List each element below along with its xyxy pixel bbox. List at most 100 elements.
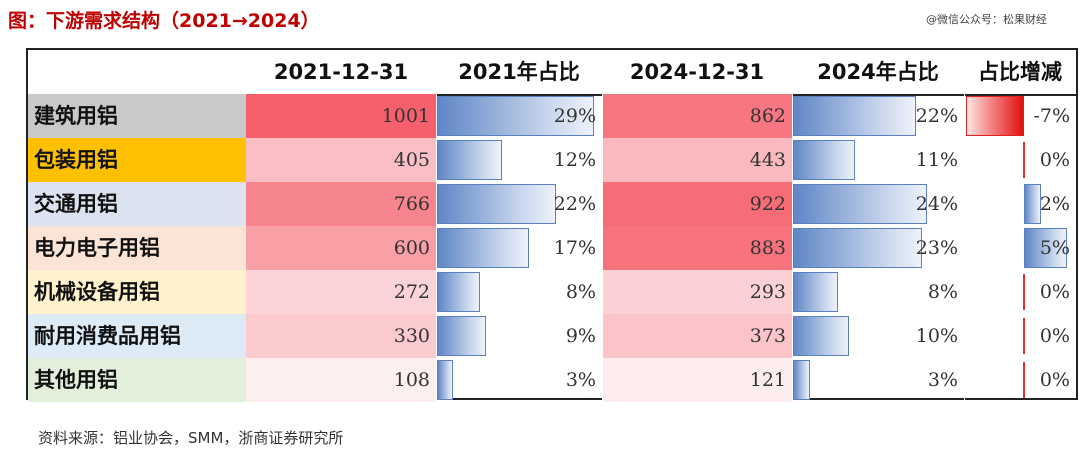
share-change-zero-line bbox=[1023, 274, 1025, 310]
share-change-bar-positive bbox=[1024, 184, 1042, 224]
share-change-cell: 0% bbox=[964, 138, 1076, 182]
share-2021: 9% bbox=[565, 325, 596, 347]
share-2024-cell: 24% bbox=[792, 182, 964, 226]
share-2021-cell: 9% bbox=[436, 314, 602, 358]
share-2024-bar bbox=[793, 140, 855, 180]
share-2021-cell: 8% bbox=[436, 270, 602, 314]
value-2021-cell: 600 bbox=[246, 226, 436, 270]
share-2024-bar bbox=[793, 360, 810, 400]
share-2024-bar bbox=[793, 272, 838, 312]
category-label: 机械设备用铝 bbox=[28, 270, 246, 314]
share-2021-bar bbox=[437, 316, 486, 356]
share-change-cell: 0% bbox=[964, 314, 1076, 358]
share-2021-bar bbox=[437, 184, 556, 224]
share-2021: 3% bbox=[565, 369, 596, 391]
value-2021: 600 bbox=[393, 237, 430, 259]
share-2024-cell: 22% bbox=[792, 94, 964, 138]
share-2024-bar bbox=[793, 96, 917, 136]
share-2024: 8% bbox=[927, 281, 958, 303]
share-2021-bar bbox=[437, 96, 594, 136]
value-2024: 373 bbox=[749, 325, 786, 347]
share-2021-cell: 22% bbox=[436, 182, 602, 226]
share-2021: 8% bbox=[565, 281, 596, 303]
value-2021-cell: 405 bbox=[246, 138, 436, 182]
value-2024-cell: 121 bbox=[602, 358, 792, 402]
share-2021-bar bbox=[437, 272, 481, 312]
share-change-cell: 0% bbox=[964, 270, 1076, 314]
header-2021-share: 2021年占比 bbox=[458, 60, 580, 84]
category-label: 电力电子用铝 bbox=[28, 226, 246, 270]
value-2021: 272 bbox=[393, 281, 430, 303]
table-row: 电力电子用铝 600 17% 883 23% 5% bbox=[28, 226, 1076, 270]
value-2021: 766 bbox=[393, 193, 430, 215]
share-2024-cell: 23% bbox=[792, 226, 964, 270]
category-label: 包装用铝 bbox=[28, 138, 246, 182]
value-2024-cell: 443 bbox=[602, 138, 792, 182]
source-note: 资料来源：铝业协会，SMM，浙商证券研究所 bbox=[38, 429, 344, 447]
table-row: 建筑用铝 1001 29% 862 22% -7% bbox=[28, 94, 1076, 138]
share-change-cell: 2% bbox=[964, 182, 1076, 226]
share-2024: 24% bbox=[915, 193, 958, 215]
share-2024-bar bbox=[793, 184, 928, 224]
share-2024: 3% bbox=[927, 369, 958, 391]
share-2024: 22% bbox=[915, 105, 958, 127]
table-row: 其他用铝 108 3% 121 3% 0% bbox=[28, 358, 1076, 402]
share-change: 5% bbox=[1039, 237, 1070, 259]
share-2024-bar bbox=[793, 316, 849, 356]
table-header-row: 2021-12-31 2021年占比 2024-12-31 2024年占比 占比… bbox=[28, 50, 1076, 96]
value-2024: 922 bbox=[749, 193, 786, 215]
share-2021-bar bbox=[437, 140, 502, 180]
share-2024-cell: 8% bbox=[792, 270, 964, 314]
value-2024-cell: 373 bbox=[602, 314, 792, 358]
header-share-change: 占比增减 bbox=[978, 60, 1062, 84]
share-change-cell: 5% bbox=[964, 226, 1076, 270]
share-change-zero-line bbox=[1023, 142, 1025, 178]
table-row: 机械设备用铝 272 8% 293 8% 0% bbox=[28, 270, 1076, 314]
share-2021-bar bbox=[437, 360, 454, 400]
share-change-zero-line bbox=[1023, 318, 1025, 354]
table-row: 交通用铝 766 22% 922 24% 2% bbox=[28, 182, 1076, 226]
value-2024-cell: 293 bbox=[602, 270, 792, 314]
value-2024-cell: 922 bbox=[602, 182, 792, 226]
category-label: 耐用消费品用铝 bbox=[28, 314, 246, 358]
share-change: 0% bbox=[1039, 369, 1070, 391]
category-label: 交通用铝 bbox=[28, 182, 246, 226]
demand-structure-table: 2021-12-31 2021年占比 2024-12-31 2024年占比 占比… bbox=[26, 48, 1078, 402]
share-2024: 11% bbox=[915, 149, 958, 171]
value-2021-cell: 108 bbox=[246, 358, 436, 402]
share-2024-cell: 10% bbox=[792, 314, 964, 358]
value-2024: 883 bbox=[749, 237, 786, 259]
share-2021-cell: 12% bbox=[436, 138, 602, 182]
header-category bbox=[28, 50, 246, 94]
value-2021: 108 bbox=[393, 369, 430, 391]
share-2021: 29% bbox=[553, 105, 596, 127]
share-change-bar-positive bbox=[1024, 228, 1067, 268]
category-label: 其他用铝 bbox=[28, 358, 246, 402]
value-2024: 293 bbox=[749, 281, 786, 303]
share-change: 0% bbox=[1039, 325, 1070, 347]
value-2024: 443 bbox=[749, 149, 786, 171]
value-2021-cell: 766 bbox=[246, 182, 436, 226]
share-change: 2% bbox=[1039, 193, 1070, 215]
share-change-cell: -7% bbox=[964, 94, 1076, 138]
share-change-cell: 0% bbox=[964, 358, 1076, 402]
value-2024-cell: 862 bbox=[602, 94, 792, 138]
header-2024-value: 2024-12-31 bbox=[629, 60, 765, 84]
share-change: 0% bbox=[1039, 149, 1070, 171]
value-2021: 1001 bbox=[381, 105, 430, 127]
share-2024: 10% bbox=[915, 325, 958, 347]
watermark: @微信公众号：松果财经 bbox=[926, 13, 1047, 26]
header-2021-value: 2021-12-31 bbox=[273, 60, 409, 84]
share-2021: 17% bbox=[553, 237, 596, 259]
header-2024-share: 2024年占比 bbox=[817, 60, 939, 84]
share-2021: 12% bbox=[553, 149, 596, 171]
page-title: 图：下游需求结构（2021→2024） bbox=[8, 10, 320, 32]
value-2021: 405 bbox=[393, 149, 430, 171]
share-change-bar-negative bbox=[966, 96, 1024, 136]
share-change-zero-line bbox=[1023, 362, 1025, 398]
value-2021-cell: 1001 bbox=[246, 94, 436, 138]
share-2024-bar bbox=[793, 228, 922, 268]
share-2021-cell: 3% bbox=[436, 358, 602, 402]
value-2021-cell: 272 bbox=[246, 270, 436, 314]
share-2024: 23% bbox=[915, 237, 958, 259]
